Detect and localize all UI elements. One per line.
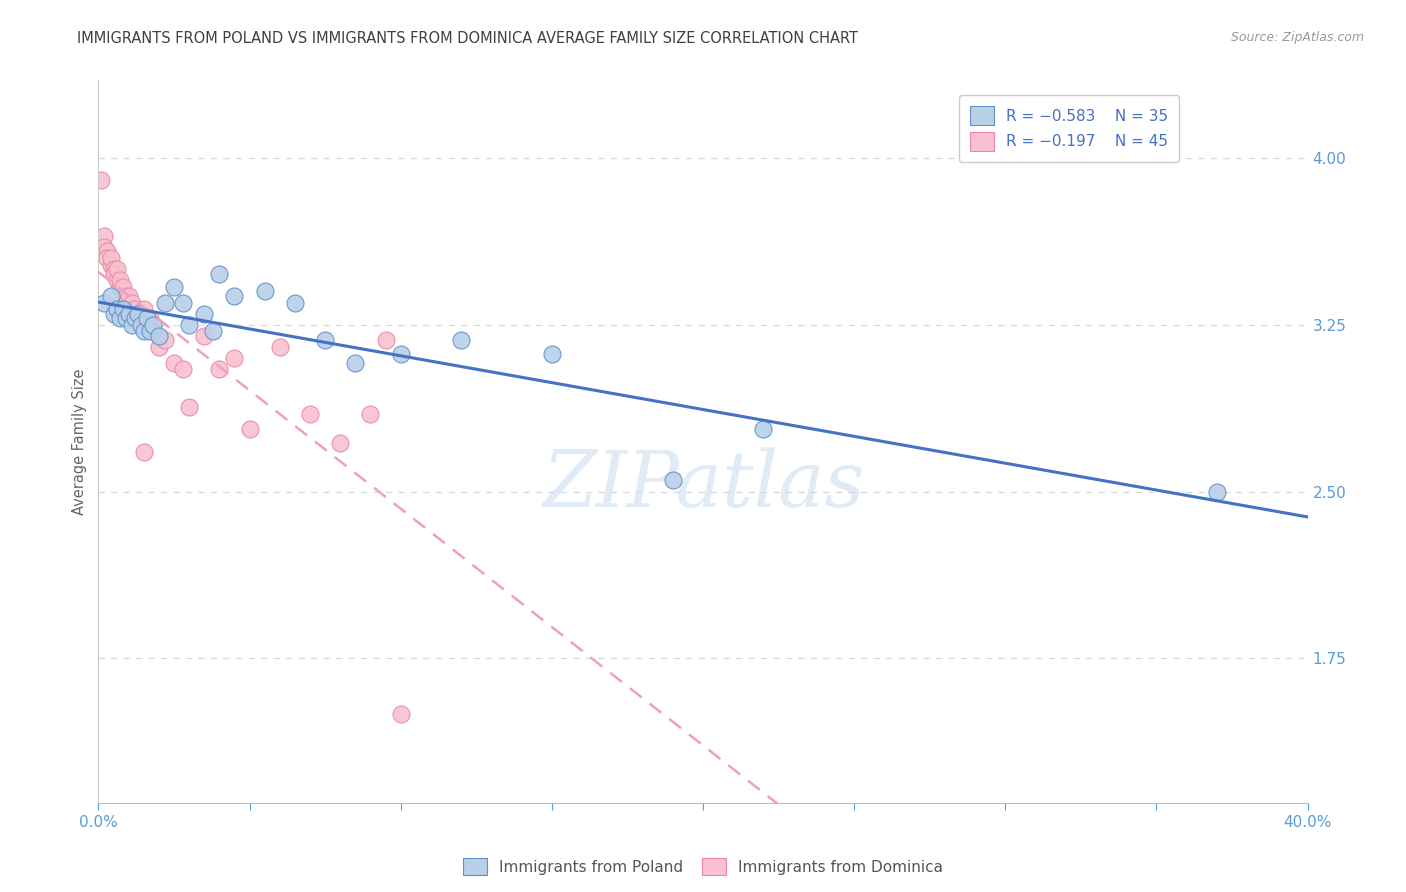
Point bbox=[96, 251, 118, 265]
Text: Source: ZipAtlas.com: Source: ZipAtlas.com bbox=[1230, 31, 1364, 45]
Point bbox=[1206, 484, 1229, 499]
Point bbox=[389, 706, 412, 721]
Y-axis label: Average Family Size: Average Family Size bbox=[72, 368, 87, 515]
Point bbox=[284, 295, 307, 310]
Point bbox=[135, 311, 157, 326]
Point bbox=[450, 334, 472, 348]
Point bbox=[299, 407, 322, 421]
Point bbox=[314, 334, 336, 348]
Point bbox=[163, 356, 186, 370]
Text: IMMIGRANTS FROM POLAND VS IMMIGRANTS FROM DOMINICA AVERAGE FAMILY SIZE CORRELATI: IMMIGRANTS FROM POLAND VS IMMIGRANTS FRO… bbox=[77, 31, 858, 46]
Point bbox=[374, 334, 396, 348]
Point bbox=[142, 325, 165, 339]
Point bbox=[118, 307, 141, 321]
Point bbox=[103, 307, 125, 321]
Point bbox=[103, 262, 125, 277]
Point bbox=[93, 228, 115, 243]
Point bbox=[118, 289, 141, 303]
Point bbox=[127, 307, 149, 321]
Point bbox=[129, 318, 152, 332]
Point bbox=[193, 307, 215, 321]
Point bbox=[193, 329, 215, 343]
Point bbox=[100, 258, 122, 272]
Point bbox=[96, 244, 118, 259]
Point bbox=[163, 280, 186, 294]
Point bbox=[127, 311, 149, 326]
Point bbox=[108, 280, 131, 294]
Point bbox=[253, 285, 276, 299]
Point bbox=[124, 302, 146, 317]
Point bbox=[90, 173, 112, 187]
Point bbox=[329, 435, 352, 450]
Point bbox=[114, 295, 136, 310]
Point bbox=[540, 347, 562, 361]
Point bbox=[389, 347, 412, 361]
Point bbox=[105, 262, 128, 277]
Point bbox=[105, 273, 128, 287]
Legend: R = −0.583    N = 35, R = −0.197    N = 45: R = −0.583 N = 35, R = −0.197 N = 45 bbox=[959, 95, 1180, 162]
Point bbox=[121, 318, 143, 332]
Point bbox=[148, 329, 170, 343]
Point bbox=[148, 340, 170, 354]
Point bbox=[121, 295, 143, 310]
Point bbox=[153, 295, 176, 310]
Point bbox=[208, 267, 231, 281]
Point bbox=[108, 311, 131, 326]
Point bbox=[114, 311, 136, 326]
Point bbox=[105, 302, 128, 317]
Point bbox=[114, 289, 136, 303]
Point bbox=[661, 474, 683, 488]
Point bbox=[139, 325, 162, 339]
Point bbox=[111, 302, 134, 317]
Point bbox=[129, 307, 152, 321]
Point bbox=[344, 356, 367, 370]
Point bbox=[132, 311, 155, 326]
Point bbox=[752, 422, 775, 436]
Point bbox=[103, 267, 125, 281]
Legend: Immigrants from Poland, Immigrants from Dominica: Immigrants from Poland, Immigrants from … bbox=[458, 853, 948, 880]
Point bbox=[124, 311, 146, 326]
Point bbox=[118, 302, 141, 317]
Point bbox=[153, 334, 176, 348]
Point bbox=[224, 351, 246, 366]
Point bbox=[179, 318, 201, 332]
Point bbox=[142, 318, 165, 332]
Point bbox=[135, 318, 157, 332]
Point bbox=[269, 340, 291, 354]
Point bbox=[121, 307, 143, 321]
Point bbox=[100, 251, 122, 265]
Point bbox=[239, 422, 262, 436]
Point bbox=[179, 400, 201, 414]
Point bbox=[111, 285, 134, 299]
Point bbox=[111, 280, 134, 294]
Text: ZIPatlas: ZIPatlas bbox=[541, 447, 865, 523]
Point bbox=[208, 362, 231, 376]
Point bbox=[132, 325, 155, 339]
Point bbox=[100, 289, 122, 303]
Point bbox=[360, 407, 382, 421]
Point bbox=[108, 273, 131, 287]
Point bbox=[224, 289, 246, 303]
Point bbox=[172, 295, 194, 310]
Point bbox=[93, 240, 115, 254]
Point bbox=[172, 362, 194, 376]
Point bbox=[132, 302, 155, 317]
Point bbox=[93, 295, 115, 310]
Point bbox=[139, 311, 162, 326]
Point bbox=[132, 444, 155, 458]
Point bbox=[202, 325, 225, 339]
